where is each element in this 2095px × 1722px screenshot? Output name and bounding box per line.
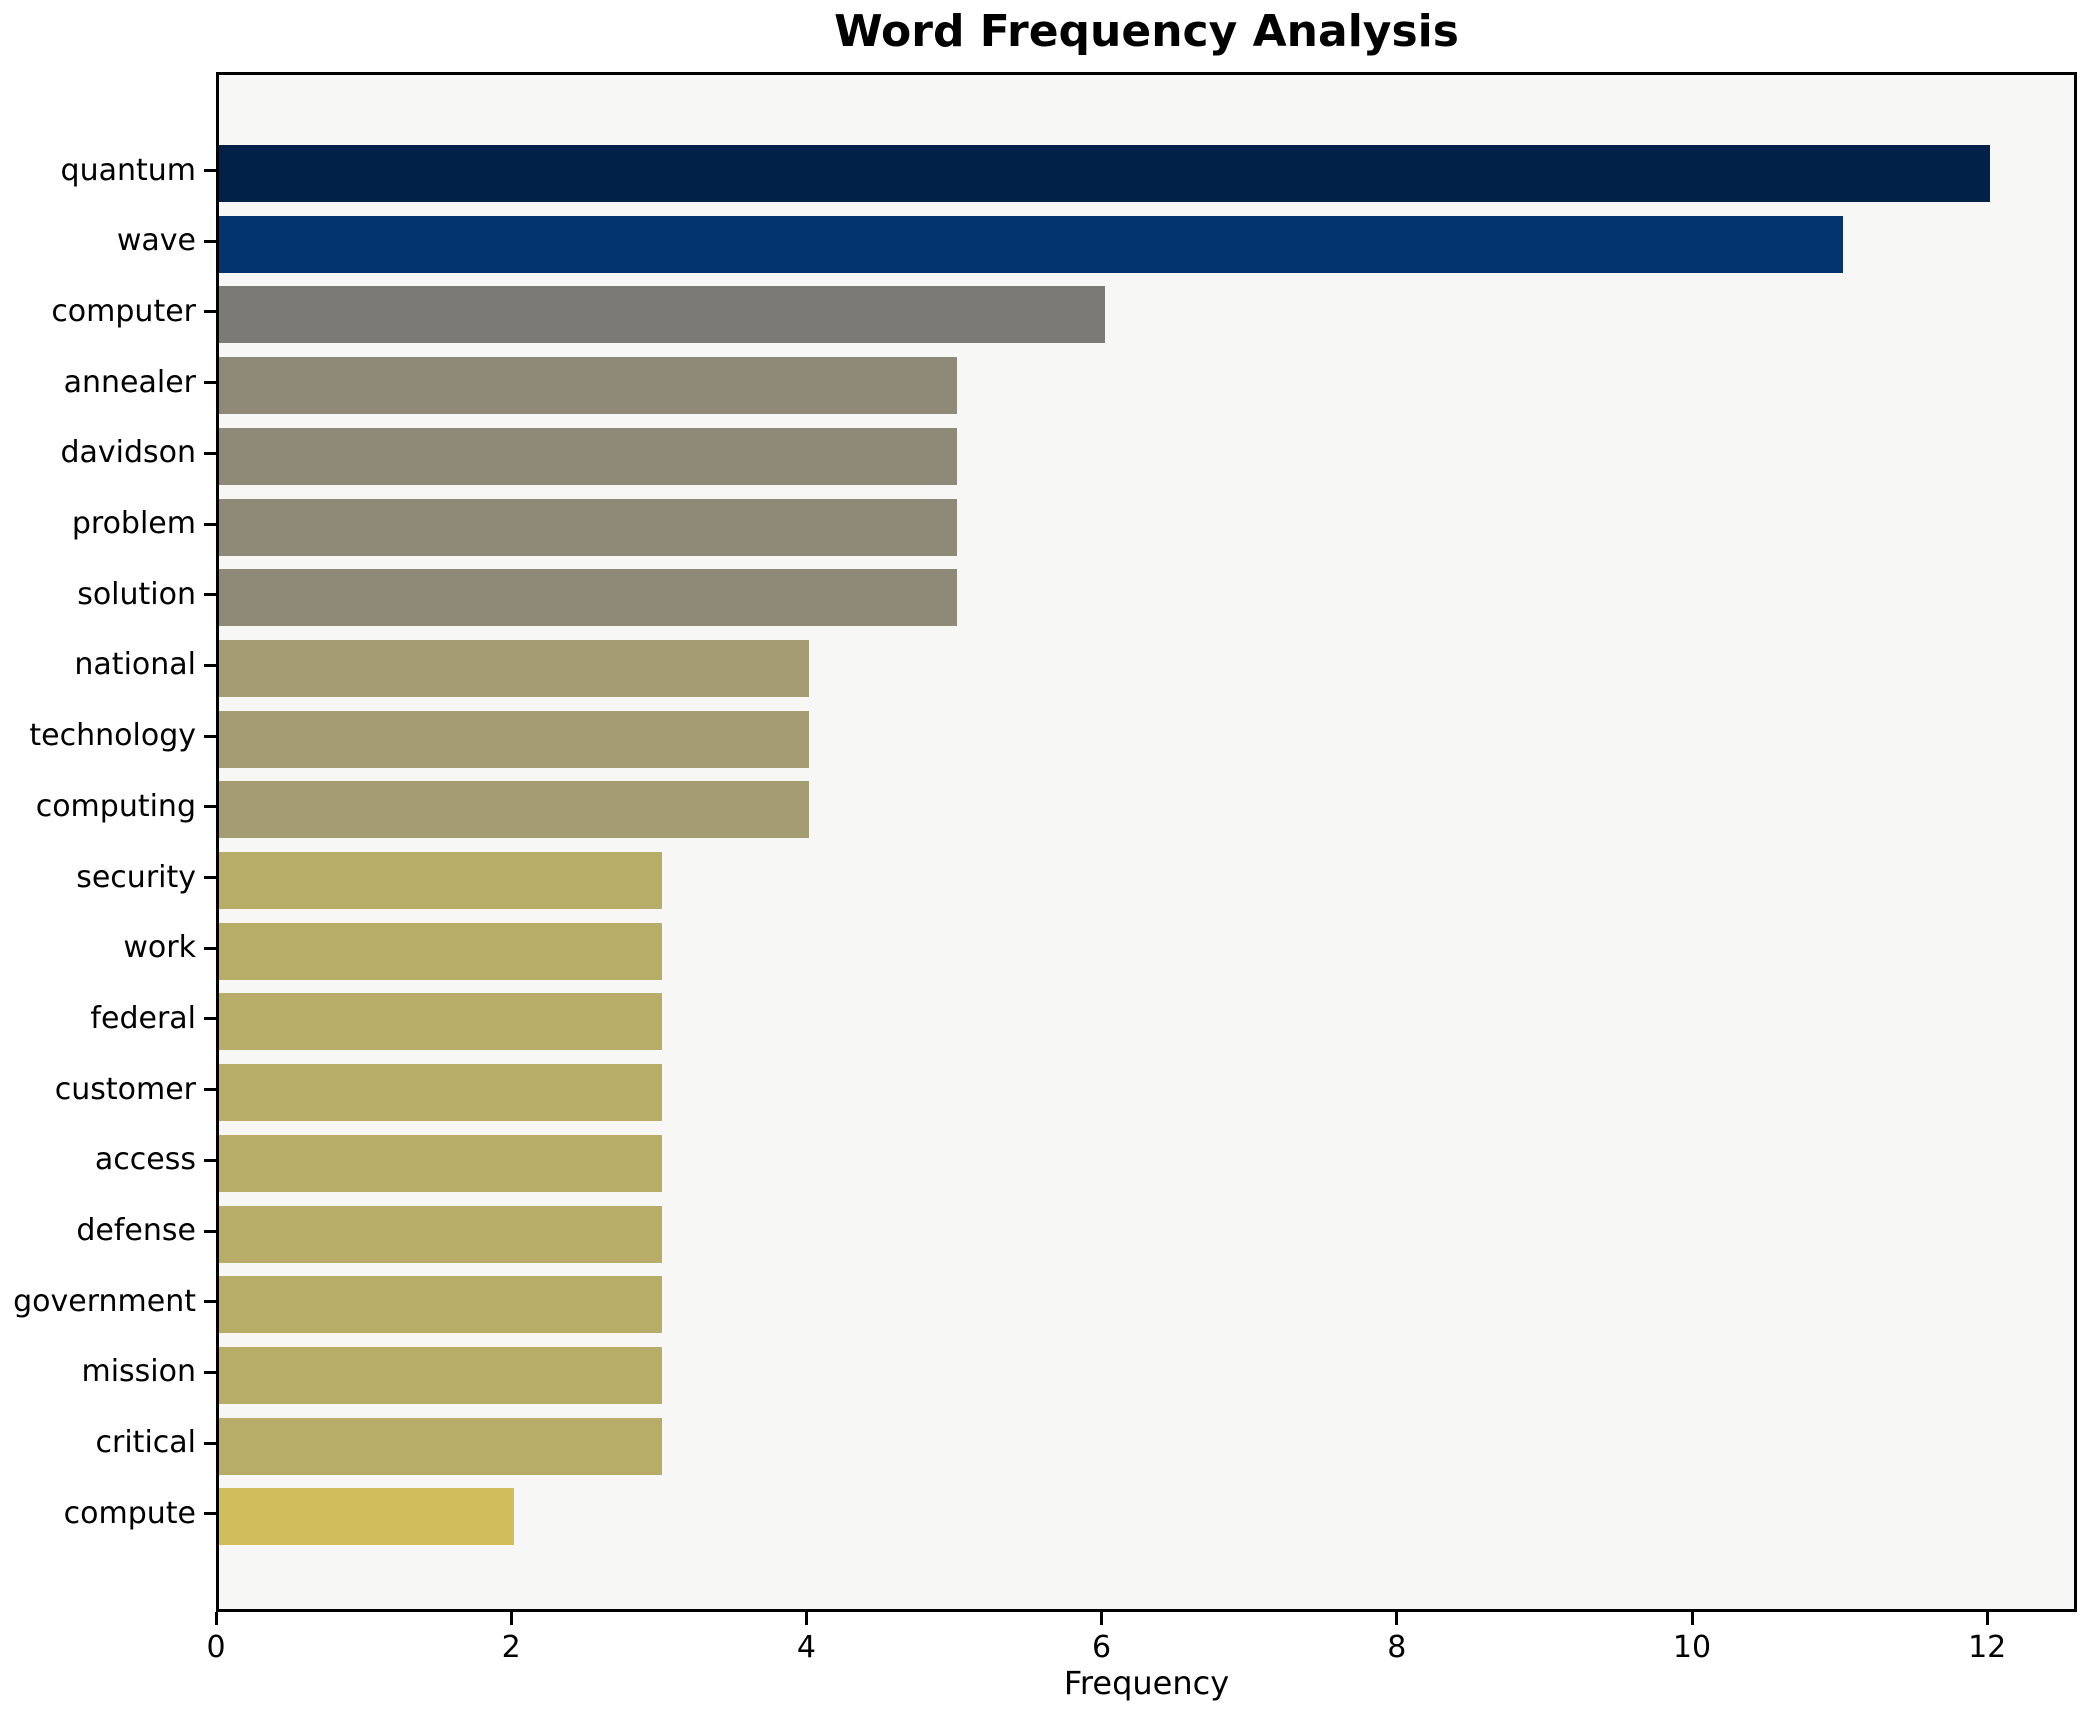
ytick-mark — [204, 1088, 216, 1092]
ytick-label-work: work — [123, 930, 196, 966]
ytick-label-computing: computing — [35, 788, 196, 824]
xtick-mark — [1395, 1612, 1399, 1625]
bar-customer — [219, 1064, 662, 1122]
plot-area — [216, 72, 2077, 1612]
bar-government — [219, 1276, 662, 1334]
ytick-label-federal: federal — [90, 1000, 196, 1036]
ytick-label-solution: solution — [77, 576, 196, 612]
bar-mission — [219, 1346, 662, 1404]
ytick-label-national: national — [74, 647, 196, 683]
ytick-label-defense: defense — [76, 1213, 196, 1248]
ytick-mark — [204, 1158, 216, 1162]
ytick-label-critical: critical — [95, 1425, 196, 1461]
xtick-mark — [1985, 1612, 1989, 1625]
ytick-mark — [204, 1370, 216, 1374]
chart-title: Word Frequency Analysis — [834, 6, 1459, 57]
bar-solution — [219, 569, 957, 627]
bar-security — [219, 852, 662, 909]
xtick-mark — [1100, 1612, 1104, 1625]
xtick-label-2: 2 — [501, 1630, 521, 1665]
ytick-mark — [204, 1229, 216, 1233]
ytick-label-davidson: davidson — [60, 435, 196, 471]
x-axis-label: Frequency — [1063, 1664, 1230, 1702]
ytick-label-customer: customer — [54, 1071, 196, 1107]
bar-problem — [219, 498, 957, 556]
ytick-mark — [204, 381, 216, 385]
ytick-label-mission: mission — [81, 1354, 196, 1390]
xtick-mark — [509, 1612, 513, 1625]
ytick-label-wave: wave — [116, 223, 196, 259]
ytick-label-problem: problem — [71, 506, 196, 541]
bar-computer — [219, 286, 1105, 344]
xtick-label-0: 0 — [206, 1630, 226, 1665]
ytick-label-government: government — [13, 1283, 196, 1319]
ytick-mark — [204, 310, 216, 314]
bar-annealer — [219, 357, 957, 415]
ytick-mark — [204, 522, 216, 526]
bar-defense — [219, 1205, 662, 1263]
ytick-mark — [204, 734, 216, 738]
bar-davidson — [219, 427, 957, 485]
ytick-mark — [204, 1017, 216, 1021]
ytick-mark — [204, 451, 216, 455]
ytick-mark — [204, 1441, 216, 1445]
bar-computing — [219, 781, 810, 839]
bar-compute — [219, 1488, 515, 1546]
xtick-label-10: 10 — [1672, 1630, 1712, 1665]
bar-quantum — [219, 145, 1991, 202]
ytick-label-access: access — [94, 1142, 196, 1178]
ytick-mark — [204, 876, 216, 879]
ytick-mark — [204, 946, 216, 950]
ytick-label-compute: compute — [63, 1495, 196, 1531]
ytick-mark — [204, 239, 216, 243]
ytick-label-technology: technology — [29, 718, 196, 754]
bar-national — [219, 639, 810, 697]
xtick-mark — [214, 1612, 218, 1625]
xtick-label-6: 6 — [1092, 1630, 1112, 1665]
ytick-mark — [204, 1300, 216, 1304]
ytick-mark — [204, 169, 216, 172]
xtick-label-4: 4 — [796, 1630, 816, 1665]
bar-access — [219, 1134, 662, 1192]
ytick-mark — [204, 805, 216, 809]
bar-wave — [219, 215, 1843, 273]
xtick-mark — [804, 1612, 808, 1625]
ytick-mark — [204, 1512, 216, 1516]
xtick-mark — [1690, 1612, 1694, 1625]
xtick-label-8: 8 — [1387, 1630, 1407, 1665]
ytick-label-security: security — [76, 859, 196, 895]
ytick-mark — [204, 593, 216, 597]
bar-technology — [219, 710, 810, 768]
bar-critical — [219, 1417, 662, 1475]
ytick-label-computer: computer — [51, 293, 196, 329]
ytick-mark — [204, 663, 216, 667]
bar-work — [219, 922, 662, 980]
xtick-label-12: 12 — [1968, 1630, 2007, 1665]
bar-federal — [219, 993, 662, 1051]
ytick-label-annealer: annealer — [63, 364, 196, 400]
ytick-label-quantum: quantum — [60, 152, 196, 188]
